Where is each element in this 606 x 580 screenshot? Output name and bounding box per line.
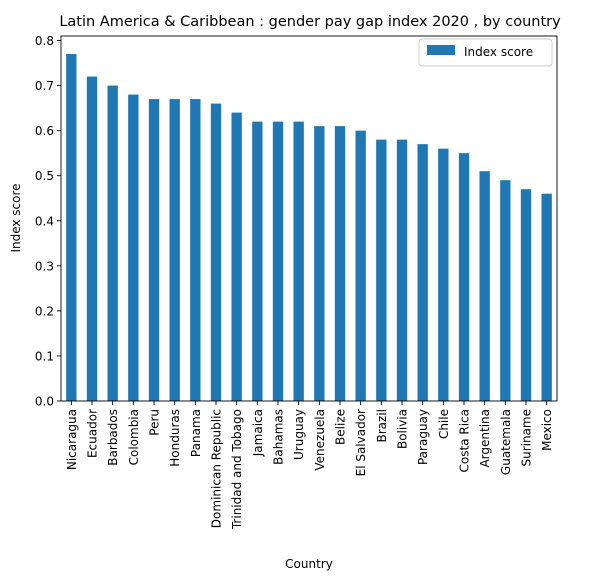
bar-guatemala — [500, 180, 511, 401]
legend-swatch — [427, 45, 455, 55]
x-tick-label-guatemala: Guatemala — [499, 409, 513, 475]
bar-argentina — [479, 171, 490, 401]
y-tick-label: 0.7 — [35, 79, 54, 93]
x-tick-label-uruguay: Uruguay — [292, 409, 306, 460]
x-tick-label-bahamas: Bahamas — [272, 409, 286, 465]
x-tick-label-ecuador: Ecuador — [86, 409, 100, 458]
legend: Index score — [418, 38, 553, 67]
x-axis: Nicaragua Ecuador Barbados Colombia Peru Hond… — [65, 401, 554, 530]
bar-honduras — [169, 99, 180, 401]
x-tick-label-bolivia: Bolivia — [396, 409, 410, 449]
x-tick-label-suriname: Suriname — [520, 409, 534, 467]
bar-chile — [438, 148, 449, 401]
bar-venezuela — [314, 126, 325, 401]
bar-uruguay — [293, 121, 304, 402]
bar-mexico — [541, 193, 552, 401]
plot-frame — [60, 35, 558, 402]
y-tick-label: 0.2 — [35, 304, 54, 318]
y-tick-label: 0.1 — [35, 349, 54, 363]
y-tick-label: 0.6 — [35, 124, 54, 138]
bars-group — [66, 54, 552, 402]
y-tick-label: 0.5 — [35, 169, 54, 183]
x-tick-label-nicaragua: Nicaragua — [65, 409, 79, 470]
bar-bahamas — [272, 121, 284, 402]
y-axis: 0.0 0.1 0.2 0.3 0.4 0.5 0.6 0.7 0.8 — [35, 34, 61, 409]
bar-peru — [148, 99, 160, 401]
bar-barbados — [107, 85, 118, 401]
bar-nicaragua — [66, 54, 77, 402]
bar-brazil — [376, 139, 387, 401]
y-tick-label: 0.3 — [35, 259, 54, 273]
x-tick-label-argentina: Argentina — [478, 409, 492, 468]
x-tick-label-colombia: Colombia — [127, 409, 141, 465]
bar-bolivia — [396, 139, 408, 401]
bar-costa-rica — [458, 153, 470, 401]
x-tick-label-honduras: Honduras — [168, 409, 182, 467]
x-axis-label: Country — [285, 557, 333, 571]
x-tick-label-barbados: Barbados — [106, 409, 120, 466]
y-tick-label: 0.4 — [35, 214, 54, 228]
x-tick-label-dominican-republic: Dominican Republic — [210, 409, 224, 528]
x-tick-label-venezuela: Venezuela — [313, 409, 327, 471]
bar-el-salvador — [355, 130, 366, 401]
bar-colombia — [128, 94, 139, 401]
bar-trinidad-and-tobago — [231, 112, 242, 402]
bar-dominican-republic — [210, 103, 222, 401]
x-tick-label-trinidad-and-tobago: Trinidad and Tobago — [230, 409, 244, 530]
chart-title: Latin America & Caribbean : gender pay g… — [59, 14, 561, 30]
y-axis-label: Index score — [9, 183, 23, 252]
bar-belize — [334, 126, 346, 401]
x-tick-label-brazil: Brazil — [375, 409, 389, 443]
y-tick-label: 0.0 — [35, 395, 54, 409]
x-tick-label-el-salvador: El Salvador — [354, 409, 368, 476]
x-tick-label-costa-rica: Costa Rica — [458, 409, 472, 472]
x-tick-label-mexico: Mexico — [540, 409, 554, 451]
x-tick-label-peru: Peru — [148, 409, 162, 436]
bar-jamaica — [252, 121, 263, 402]
bar-paraguay — [417, 144, 428, 402]
x-tick-label-panama: Panama — [189, 409, 203, 457]
bar-panama — [190, 99, 201, 401]
bar-suriname — [520, 189, 532, 401]
bar-ecuador — [86, 76, 98, 402]
y-tick-label: 0.8 — [35, 34, 54, 48]
x-tick-label-paraguay: Paraguay — [416, 409, 430, 465]
x-tick-label-belize: Belize — [334, 409, 348, 445]
x-tick-label-jamaica: Jamaica — [251, 409, 265, 457]
x-tick-label-chile: Chile — [437, 409, 451, 439]
legend-entry-index-score: Index score — [464, 45, 533, 59]
